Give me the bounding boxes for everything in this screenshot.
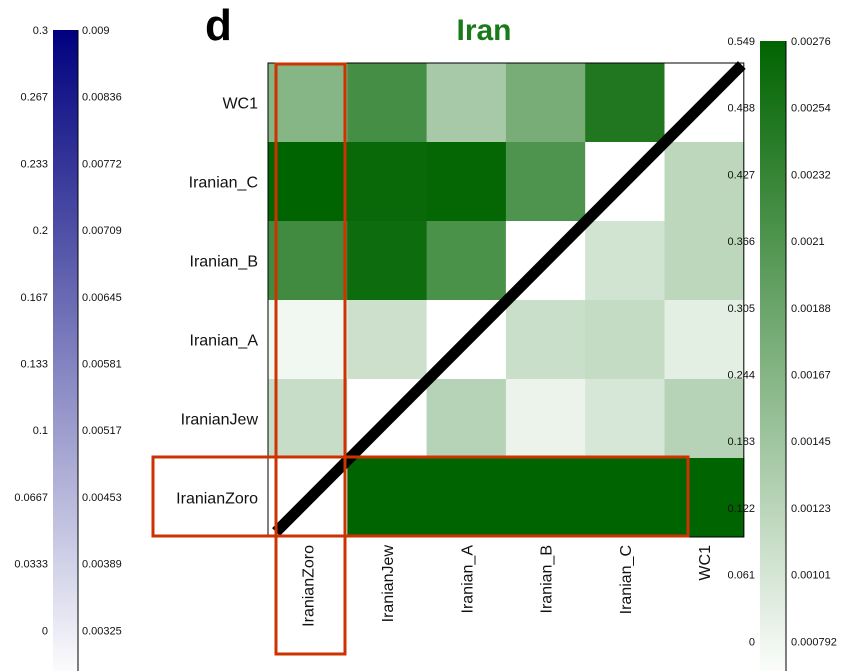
heatmap-cell [585, 300, 665, 380]
row-label: Iranian_C [189, 175, 258, 192]
heatmap-cell [426, 458, 507, 538]
color-bar-tick-outer: 0.427 [727, 169, 755, 181]
heatmap-cell [426, 142, 507, 222]
heatmap-cell [505, 142, 586, 222]
color-bar-tick-inner: 0.00276 [791, 36, 831, 48]
heatmap-cell [268, 300, 348, 380]
color-bar-tick-outer: 0.167 [20, 292, 48, 304]
heatmap-cell [268, 63, 348, 143]
color-bar-tick-outer: 0.366 [727, 236, 755, 248]
heatmap-cell [664, 458, 745, 538]
heatmap-cell [268, 142, 348, 222]
color-bar-tick-inner: 0.00772 [82, 158, 122, 170]
panel-letter: d [205, 1, 232, 50]
color-bar-tick-outer: 0 [749, 636, 755, 648]
heatmap-cell [347, 300, 428, 380]
color-bar-tick-inner: 0.00232 [791, 169, 831, 181]
heatmap-cell [505, 300, 586, 380]
heatmap-cell [664, 142, 745, 222]
color-bar-tick-outer: 0.1 [33, 425, 48, 437]
column-label: IranianJew [380, 545, 397, 623]
heatmap-cell [426, 379, 507, 459]
color-bar-tick-outer: 0 [42, 625, 48, 637]
heatmap-cell [347, 63, 428, 143]
color-bar-tick-inner: 0.00709 [82, 225, 122, 237]
heatmap-cell [505, 63, 586, 143]
color-bar-tick-inner: 0.00645 [82, 292, 122, 304]
color-bar-tick-outer: 0.0333 [14, 559, 48, 571]
column-label: Iranian_C [618, 545, 635, 614]
row-label: Iranian_B [190, 254, 259, 271]
heatmap-cell [268, 221, 348, 301]
color-bar-tick-outer: 0.122 [727, 503, 755, 515]
color-bar-tick-inner: 0.00517 [82, 425, 122, 437]
color-bar-tick-inner: 0.00188 [791, 303, 831, 315]
heatmap-cell [664, 300, 745, 380]
heatmap-cell [585, 63, 665, 143]
color-bar-tick-inner: 0.009 [82, 25, 110, 37]
heatmap-cell [664, 221, 745, 301]
heatmap-cell [268, 379, 348, 459]
left-color-scale: 0.3 0.009 0.267 0.00836 0.233 0.00772 0.2 0.007… [14, 25, 122, 671]
highlight-boxes [151, 62, 690, 656]
color-bar-tick-outer: 0.233 [20, 158, 48, 170]
row-label: IranianZoro [176, 491, 258, 508]
color-bar-tick-inner: 0.00836 [82, 92, 122, 104]
column-label: IranianZoro [301, 545, 318, 627]
color-bar-tick-outer: 0.183 [727, 436, 755, 448]
color-bar-gradient [760, 41, 786, 671]
heatmap-cell [505, 458, 586, 538]
column-label: Iranian_B [539, 545, 556, 614]
color-bar-tick-outer: 0.488 [727, 103, 755, 115]
highlight-row-box [151, 455, 690, 538]
color-bar-tick-inner: 0.00254 [791, 103, 831, 115]
chart-title: Iran [456, 14, 511, 47]
column-label: WC1 [697, 545, 714, 581]
heatmap-cell [585, 379, 665, 459]
right-color-scale: 0.549 0.00276 0.488 0.00254 0.427 0.00232 0.36… [727, 36, 837, 671]
color-bar-tick-inner: 0.00101 [791, 570, 831, 582]
color-bar-tick-inner: 0.00145 [791, 436, 831, 448]
color-bar-tick-inner: 0.00389 [82, 559, 122, 571]
diagonal-line-stroke [272, 61, 746, 536]
color-bar-tick-inner: 0.00325 [82, 625, 122, 637]
column-labels: IranianZoro IranianJew Iranian_A Iranian_B I… [301, 545, 715, 627]
heatmap-cell [347, 142, 428, 222]
color-bar-tick-inner: 0.00581 [82, 359, 122, 371]
color-bar-tick-outer: 0.3 [33, 25, 48, 37]
color-bar-tick-inner: 0.00167 [791, 370, 831, 382]
color-bar-tick-outer: 0.549 [727, 36, 755, 48]
heatmap-cell [664, 379, 745, 459]
diagonal-line [272, 61, 746, 536]
column-label: Iranian_A [459, 545, 476, 614]
color-bar-tick-inner: 0.000792 [791, 636, 837, 648]
heatmap-cell [585, 221, 665, 301]
color-bar-tick-outer: 0.267 [20, 92, 48, 104]
heatmap-cell [347, 221, 428, 301]
highlight-column-box [274, 62, 347, 656]
heatmap-cells [267, 62, 745, 538]
heatmap-cell [426, 63, 507, 143]
color-bar-tick-outer: 0.244 [727, 370, 755, 382]
color-bar-tick-inner: 0.0021 [791, 236, 825, 248]
row-label: IranianJew [181, 412, 259, 429]
color-bar-tick-outer: 0.133 [20, 359, 48, 371]
color-bar-tick-outer: 0.305 [727, 303, 755, 315]
color-bar-tick-inner: 0.00453 [82, 492, 122, 504]
color-bar-tick-outer: 0.2 [33, 225, 48, 237]
heatmap-cell [347, 458, 428, 538]
color-bar-tick-outer: 0.061 [727, 570, 755, 582]
heatmap-cell [505, 379, 586, 459]
color-bar-tick-outer: 0.0667 [14, 492, 48, 504]
row-labels: WC1 Iranian_C Iranian_B Iranian_A IranianJew… [176, 96, 258, 508]
row-label: WC1 [222, 96, 258, 113]
heatmap-cell [585, 458, 665, 538]
color-bar-tick-inner: 0.00123 [791, 503, 831, 515]
heatmap-cell [426, 221, 507, 301]
row-label: Iranian_A [190, 333, 259, 350]
color-bar-gradient [53, 30, 78, 671]
